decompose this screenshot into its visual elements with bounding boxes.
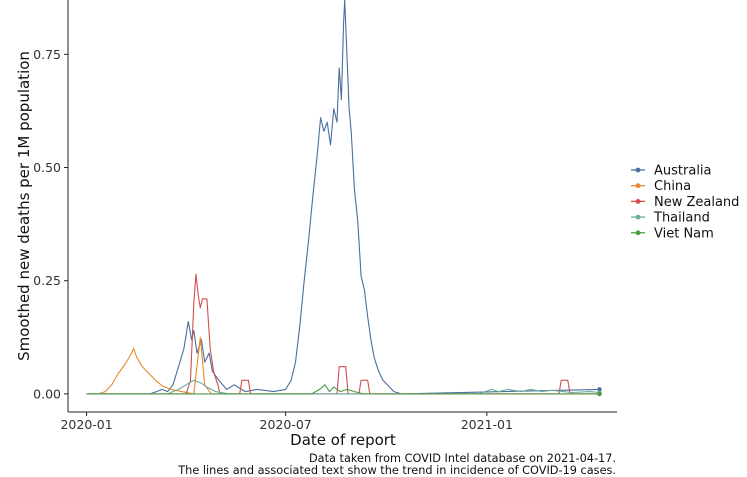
series-line-china bbox=[86, 336, 600, 395]
legend-swatch-dot bbox=[635, 230, 641, 236]
x-axis-title: Date of report bbox=[290, 431, 396, 449]
y-axis-title: Smoothed new deaths per 1M population bbox=[15, 51, 33, 361]
series-line-australia bbox=[86, 0, 600, 395]
legend-swatch-dot bbox=[635, 183, 641, 189]
x-tick-label: 2020-01 bbox=[60, 417, 112, 432]
legend-label: New Zealand bbox=[654, 195, 739, 210]
legend-label: China bbox=[654, 179, 691, 194]
y-tick-label: 0.00 bbox=[33, 386, 61, 401]
legend-swatch-dot bbox=[635, 167, 641, 173]
y-tick-label: 0.75 bbox=[33, 47, 61, 62]
legend-label: Thailand bbox=[653, 211, 710, 226]
legend-swatch-dot bbox=[635, 199, 641, 204]
y-tick-label: 0.25 bbox=[33, 273, 61, 288]
legend-swatch-dot bbox=[635, 214, 641, 220]
x-tick-label: 2020-07 bbox=[260, 417, 312, 432]
y-tick-label: 0.50 bbox=[33, 160, 61, 175]
series-lines bbox=[86, 0, 602, 397]
x-tick-label: 2021-01 bbox=[461, 417, 513, 432]
legend-label: Australia bbox=[654, 164, 712, 179]
series-end-point bbox=[597, 391, 602, 397]
legend-item: Thailand bbox=[631, 211, 710, 226]
series-line-thailand bbox=[86, 379, 600, 395]
axes bbox=[67, 0, 617, 413]
series-line-new-zealand bbox=[86, 273, 600, 395]
series-end-point bbox=[597, 387, 602, 392]
legend-item: Australia bbox=[631, 164, 712, 179]
caption-line-1: Data taken from COVID Intel database on … bbox=[308, 452, 616, 465]
tick-labels: 0.00 0.25 0.50 0.75 2020-01 2020-07 2021-01 bbox=[33, 47, 513, 432]
legend-item: New Zealand bbox=[631, 195, 739, 210]
legend-item: China bbox=[631, 179, 691, 194]
legend-item: Viet Nam bbox=[631, 226, 714, 241]
legend-label: Viet Nam bbox=[654, 226, 714, 241]
series-line-viet-nam bbox=[86, 384, 600, 395]
caption-line-2: The lines and associated text show the t… bbox=[178, 464, 616, 477]
